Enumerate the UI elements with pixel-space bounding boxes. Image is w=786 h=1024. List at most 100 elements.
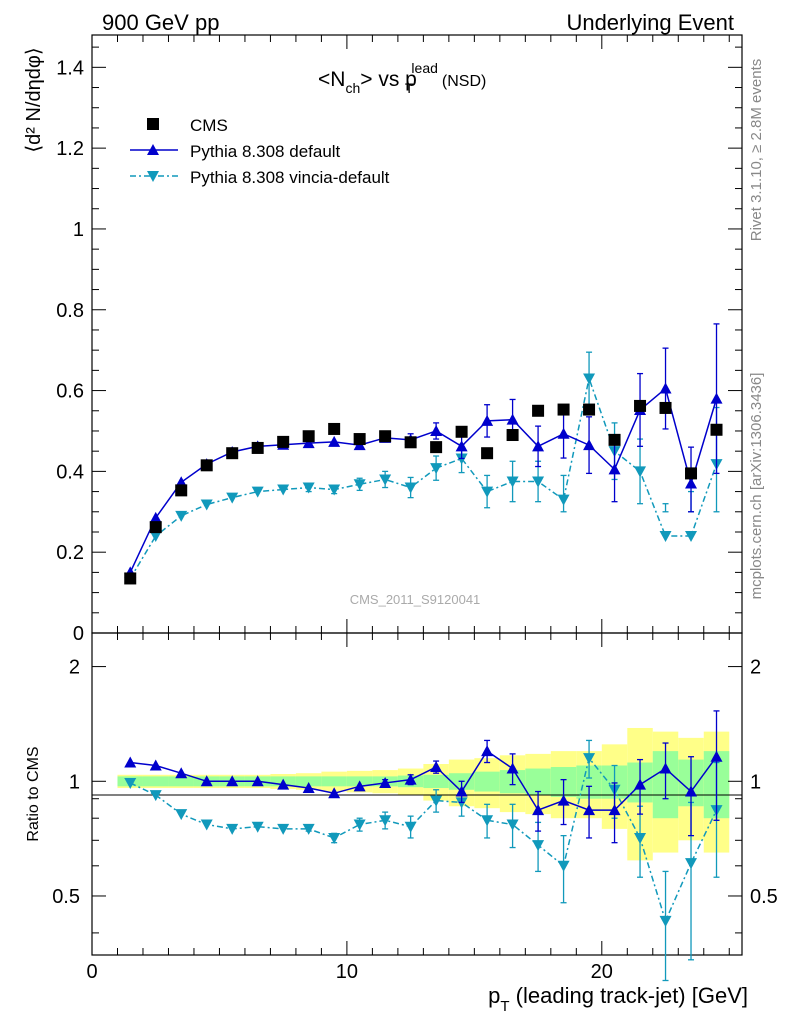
vincia-ratio-point (404, 821, 417, 833)
y-tick-label: 2 (69, 657, 80, 679)
cms-main-point (634, 399, 647, 412)
y-tick-label: 0.2 (56, 542, 84, 564)
axes-ticks: 0 10 20 0 0.2 0.4 0.6 0.8 1 1.2 1.4 0.5 0.5 1 1 2 2 (52, 35, 778, 983)
legend-label-cms: CMS (190, 116, 228, 135)
default-ratio-point (583, 804, 596, 816)
default-main-point (506, 413, 519, 425)
vincia-ratio-point (583, 753, 596, 765)
default-ratio-point (710, 750, 723, 762)
cms-main-point (277, 435, 290, 448)
legend-marker-cms (147, 118, 159, 130)
cms-main-point (328, 422, 341, 435)
default-ratio-point (353, 780, 366, 792)
cms-main-point (430, 441, 443, 454)
vincia-ratio-point (175, 809, 188, 821)
vincia-ratio-point (226, 823, 239, 835)
vincia-ratio-point (124, 777, 137, 789)
y-tick-label: 0.6 (56, 381, 84, 403)
vincia-main-point (277, 484, 290, 496)
vincia-main-point (149, 531, 162, 543)
cms-main-point (251, 441, 264, 454)
cms-main-point (608, 433, 621, 446)
default-ratio-point (277, 778, 290, 790)
vincia-main-point (379, 474, 392, 486)
vincia-ratio-point (557, 860, 570, 872)
cms-main-point (481, 447, 494, 460)
cms-main-point (404, 436, 417, 449)
default-ratio-point (659, 762, 672, 774)
vincia-main-point (557, 494, 570, 506)
vincia-ratio-point (251, 821, 264, 833)
mcplots-reference-label: mcplots.cern.ch [arXiv:1306.3436] (748, 373, 765, 600)
y-tick-label-right: 2 (750, 657, 761, 679)
default-main-line (129, 387, 718, 573)
default-ratio-point (251, 775, 264, 787)
default-ratio-point (608, 804, 621, 816)
default-main-point (685, 477, 698, 489)
band-inner-segment (142, 776, 169, 787)
cms-main-point (710, 423, 723, 436)
vincia-ratio-point (302, 823, 315, 835)
default-ratio-point (557, 794, 570, 806)
y-tick-label: 1 (73, 219, 84, 241)
cms-uncertainty-band (117, 727, 730, 861)
vincia-ratio-point (506, 819, 519, 831)
default-ratio-point (200, 775, 213, 787)
rivet-version-label: Rivet 3.1.10, ≥ 2.8M events (748, 59, 765, 242)
cms-main-point (175, 484, 188, 497)
band-inner-segment (168, 776, 194, 787)
vincia-main-point (404, 482, 417, 494)
default-ratio-point (149, 759, 162, 771)
band-inner-segment (295, 776, 322, 787)
cms-main-point (226, 447, 239, 460)
ratio-plot-frame (91, 632, 743, 956)
x-tick-label: 20 (591, 961, 613, 983)
vincia-main-point (251, 486, 264, 498)
legend-label-default: Pythia 8.308 default (190, 142, 341, 161)
vincia-ratio-point (200, 819, 213, 831)
default-ratio-point (175, 767, 188, 779)
vincia-ratio-point (277, 823, 290, 835)
vincia-main-point (583, 373, 596, 385)
default-ratio-point (685, 785, 698, 797)
vincia-ratio-point (481, 815, 494, 827)
default-main-point (659, 382, 672, 394)
default-ratio-point (532, 804, 545, 816)
vincia-main-point (430, 463, 443, 475)
chart-title: <Nch> vs pTlead(NSD) (318, 60, 486, 96)
legend-label-vincia: Pythia 8.308 vincia-default (190, 168, 390, 187)
vincia-main-point (226, 492, 239, 504)
x-tick-label: 10 (336, 961, 358, 983)
vincia-ratio-point (379, 815, 392, 827)
cms-main-point (659, 401, 672, 414)
vincia-ratio-point (353, 819, 366, 831)
default-ratio-point (124, 756, 137, 768)
y-tick-label-right: 0.5 (750, 886, 778, 908)
band-inner-segment (525, 768, 551, 796)
default-main-point (532, 440, 545, 452)
y-tick-label: 1.2 (56, 138, 84, 160)
default-main-point (710, 392, 723, 404)
cms-main-point (379, 430, 392, 443)
default-ratio-point (430, 761, 443, 773)
vincia-main-line (129, 375, 718, 579)
vincia-main-point (200, 499, 213, 511)
vincia-main-point (659, 531, 672, 543)
default-ratio-line (130, 750, 718, 812)
data-series (124, 323, 723, 982)
cms-main-point (557, 403, 570, 416)
vincia-main-point (634, 466, 647, 478)
analysis-watermark: CMS_2011_S9120041 (350, 592, 481, 607)
default-ratio-point (455, 785, 468, 797)
default-main-point (583, 439, 596, 451)
legend: CMS Pythia 8.308 default Pythia 8.308 vi… (130, 116, 390, 187)
cms-main-point (353, 433, 366, 446)
y-tick-label-right: 1 (750, 771, 761, 793)
default-main-point (302, 437, 315, 449)
vincia-ratio-point (532, 840, 545, 852)
band-inner-segment (474, 771, 500, 792)
cms-main-point (583, 403, 596, 416)
main-y-axis-label: ⟨d² N/dηdφ⟩ (23, 47, 45, 152)
default-ratio-point (634, 778, 647, 790)
